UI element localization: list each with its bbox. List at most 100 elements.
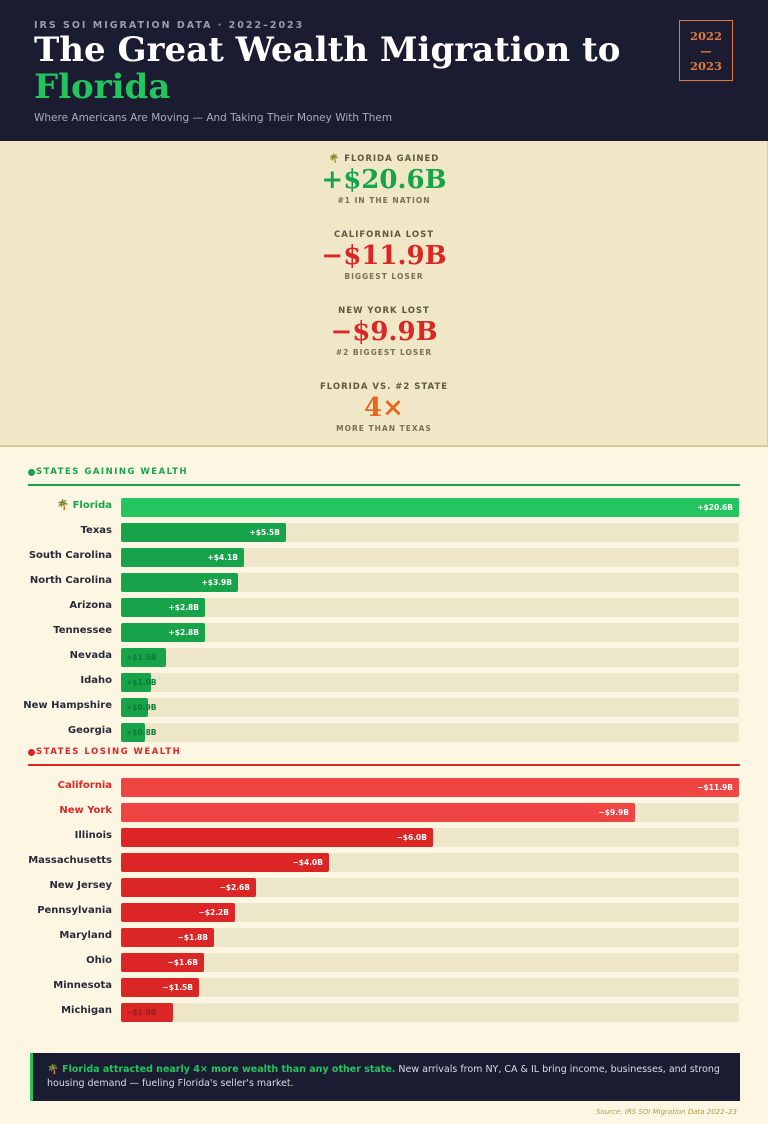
bar-value-label: +$4.1B bbox=[207, 553, 238, 562]
year-dash: — bbox=[700, 44, 712, 58]
bar-arizona bbox=[121, 598, 205, 617]
bar-label: 🌴 Florida bbox=[56, 500, 112, 511]
bar-track: −$9.9B bbox=[121, 803, 739, 822]
bar-row-ohio: Ohio −$1.6B bbox=[0, 953, 768, 972]
year-end: 2023 bbox=[689, 59, 722, 73]
bar-track: −$2.2B bbox=[121, 903, 739, 922]
bar-row-new-hampshire: New Hampshire +$0.9B bbox=[0, 698, 768, 717]
bar-texas bbox=[121, 523, 286, 542]
bar-track: +$5.5B bbox=[121, 523, 739, 542]
stat-value: +$20.6B bbox=[321, 165, 447, 195]
stat-sub: BIGGEST LOSER bbox=[344, 272, 424, 281]
bar-track: −$4.0B bbox=[121, 853, 739, 872]
bar-ohio bbox=[121, 953, 204, 972]
bar-value-label: −$9.9B bbox=[598, 808, 629, 817]
stat-new-york-lost: NEW YORK LOST −$9.9B #2 BIGGEST LOSER bbox=[234, 306, 534, 357]
bar-track: +$0.9B bbox=[121, 698, 739, 717]
bar-new-hampshire bbox=[121, 698, 148, 717]
bar-row-idaho: Idaho +$1.0B bbox=[0, 673, 768, 692]
bar-row-south-carolina: South Carolina +$4.1B bbox=[0, 548, 768, 567]
callout-highlight: 🌴 Florida attracted nearly 4× more wealt… bbox=[47, 1064, 396, 1075]
bar-florida bbox=[121, 498, 739, 517]
bar-row-illinois: Illinois −$6.0B bbox=[0, 828, 768, 847]
bar-label: Illinois bbox=[74, 830, 112, 841]
bar-row-nevada: Nevada +$1.5B bbox=[0, 648, 768, 667]
bar-track: −$1.5B bbox=[121, 978, 739, 997]
bar-label: Massachusetts bbox=[28, 855, 112, 866]
bar-row-tennessee: Tennessee +$2.8B bbox=[0, 623, 768, 642]
stat-label: FLORIDA VS. #2 STATE bbox=[319, 382, 449, 392]
bar-label: New York bbox=[59, 805, 112, 816]
bar-row-massachusetts: Massachusetts −$4.0B bbox=[0, 853, 768, 872]
callout-box: 🌴 Florida attracted nearly 4× more wealt… bbox=[30, 1053, 740, 1101]
title-line-2: Florida bbox=[34, 67, 171, 107]
bar-track: −$2.6B bbox=[121, 878, 739, 897]
bar-value-label: −$1.0B bbox=[126, 1008, 157, 1017]
bar-track: +$1.0B bbox=[121, 673, 739, 692]
bar-row-arizona: Arizona +$2.8B bbox=[0, 598, 768, 617]
stat-sub: #1 IN THE NATION bbox=[337, 196, 431, 205]
stat-value: 4× bbox=[364, 393, 404, 423]
bar-label: Tennessee bbox=[53, 625, 112, 636]
bar-tennessee bbox=[121, 623, 205, 642]
stat-california-lost: CALIFORNIA LOST −$11.9B BIGGEST LOSER bbox=[234, 230, 534, 281]
section-gaining-rule bbox=[28, 484, 740, 486]
bar-track: −$1.0B bbox=[121, 1003, 739, 1022]
bar-label: Idaho bbox=[80, 675, 112, 686]
bar-row-new-jersey: New Jersey −$2.6B bbox=[0, 878, 768, 897]
section-gaining-title: STATES GAINING WEALTH bbox=[36, 467, 189, 477]
bar-nevada bbox=[121, 648, 166, 667]
bar-minnesota bbox=[121, 978, 199, 997]
bar-massachusetts bbox=[121, 853, 329, 872]
bar-label: Georgia bbox=[67, 725, 112, 736]
bar-maryland bbox=[121, 928, 214, 947]
section-gaining-header: STATES GAINING WEALTH bbox=[28, 466, 188, 478]
bar-label: North Carolina bbox=[29, 575, 112, 586]
red-dot-icon bbox=[28, 748, 35, 756]
bar-track: +$3.9B bbox=[121, 573, 739, 592]
stat-label: 🌴 FLORIDA GAINED bbox=[328, 154, 440, 164]
bar-michigan bbox=[121, 1003, 173, 1022]
bar-track: +$4.1B bbox=[121, 548, 739, 567]
section-losing-rule bbox=[28, 764, 740, 766]
stat-florida-vs-second: FLORIDA VS. #2 STATE 4× MORE THAN TEXAS bbox=[234, 382, 534, 433]
bar-value-label: +$5.5B bbox=[249, 528, 280, 537]
bar-track: +$2.8B bbox=[121, 623, 739, 642]
stats-panel: 🌴 FLORIDA GAINED +$20.6B #1 IN THE NATIO… bbox=[0, 141, 768, 447]
bar-idaho bbox=[121, 673, 151, 692]
bar-value-label: +$1.0B bbox=[126, 678, 157, 687]
bar-value-label: −$2.2B bbox=[198, 908, 229, 917]
stat-value: −$11.9B bbox=[321, 241, 447, 271]
bar-pennsylvania bbox=[121, 903, 235, 922]
eyebrow: IRS SOI MIGRATION DATA · 2022–2023 bbox=[34, 20, 305, 31]
section-losing-title: STATES LOSING WEALTH bbox=[36, 747, 182, 757]
subtitle: Where Americans Are Moving — And Taking … bbox=[34, 112, 393, 124]
bar-label: New Hampshire bbox=[23, 700, 112, 711]
bar-row-texas: Texas +$5.5B bbox=[0, 523, 768, 542]
bar-label: Nevada bbox=[69, 650, 112, 661]
bar-value-label: +$2.8B bbox=[168, 603, 199, 612]
bar-georgia bbox=[121, 723, 145, 742]
bar-track: −$6.0B bbox=[121, 828, 739, 847]
bar-value-label: −$1.6B bbox=[167, 958, 198, 967]
bar-value-label: +$2.8B bbox=[168, 628, 199, 637]
bar-value-label: −$6.0B bbox=[396, 833, 427, 842]
bar-row-michigan: Michigan −$1.0B bbox=[0, 1003, 768, 1022]
bar-value-label: −$4.0B bbox=[292, 858, 323, 867]
source-note: Source: IRS SOI Migration Data 2022–23 bbox=[595, 1108, 737, 1116]
bar-value-label: −$11.9B bbox=[697, 783, 733, 792]
title-line-1: The Great Wealth Migration to bbox=[34, 30, 621, 70]
bar-row-georgia: Georgia +$0.8B bbox=[0, 723, 768, 742]
green-dot-icon bbox=[28, 468, 35, 476]
bar-value-label: +$0.8B bbox=[126, 728, 157, 737]
bar-california bbox=[121, 778, 739, 797]
bar-value-label: +$1.5B bbox=[126, 653, 157, 662]
stat-label: CALIFORNIA LOST bbox=[333, 230, 435, 240]
bar-label: Maryland bbox=[59, 930, 112, 941]
bar-value-label: −$1.8B bbox=[177, 933, 208, 942]
bar-label: Minnesota bbox=[53, 980, 112, 991]
bar-label: South Carolina bbox=[28, 550, 112, 561]
bar-row-minnesota: Minnesota −$1.5B bbox=[0, 978, 768, 997]
stat-sub: MORE THAN TEXAS bbox=[336, 424, 432, 433]
stat-sub: #2 BIGGEST LOSER bbox=[335, 348, 433, 357]
